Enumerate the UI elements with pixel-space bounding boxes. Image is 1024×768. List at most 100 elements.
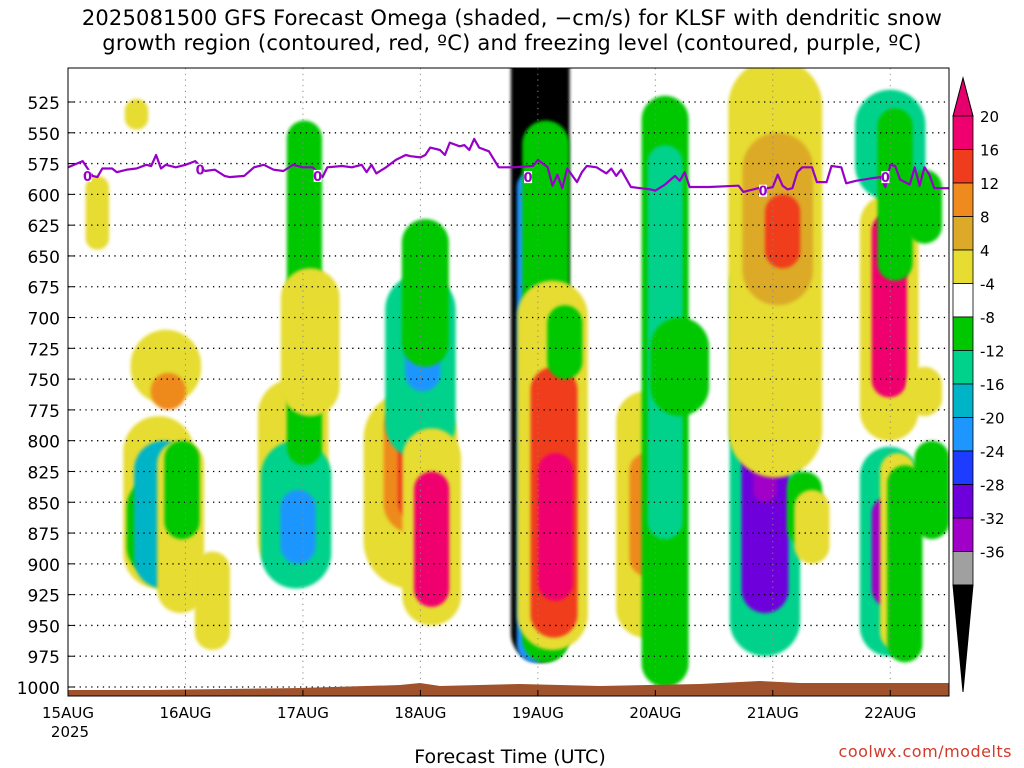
x-tick-label: 17AUG [277,704,329,722]
x-tick-label: 15AUG [42,704,94,722]
colorbar-swatch [952,417,974,452]
colorbar-swatch [952,551,974,586]
omega-cell [794,489,830,564]
colorbar-label: -12 [980,343,1005,361]
colorbar-label: -8 [980,309,995,327]
omega-cell [877,108,913,281]
colorbar-swatch [952,182,974,217]
omega-cell [85,175,110,250]
x-axis-label: Forecast Time (UTC) [414,746,605,768]
y-tick-label: 550 [28,125,60,145]
colorbar-swatch [952,249,974,284]
contour-label-gap [313,169,322,182]
omega-cell [280,268,340,417]
omega-cell [414,471,450,607]
y-axis-ticks: 525 550 575 600 625 650 675 700 725 750 775 800 825 8… [17,94,74,699]
y-tick-label: 600 [28,186,60,206]
freezing-level-label: 0 [83,170,92,185]
omega-cell [537,453,574,601]
x-tick-label: 16AUG [159,704,211,722]
colorbar-label: 8 [980,209,990,227]
freezing-level-label: 0 [196,164,205,179]
ground-surface [68,681,949,696]
y-tick-label: 725 [28,340,60,360]
colorbar-legend: 20 16 12 8 4 -4 -8 -12 -16 -20 -24 -28 -32 -36 [952,76,1005,693]
y-tick-label: 575 [28,156,60,176]
omega-cell [906,366,943,417]
colorbar-swatch [952,216,974,251]
y-tick-label: 975 [28,648,60,668]
grid-lines [68,68,949,696]
y-tick-label: 825 [28,463,60,483]
colorbar-label: 4 [980,242,990,260]
freezing-level-label: 0 [758,185,767,200]
chart-title-line-2: growth region (contoured, red, ºC) and f… [102,31,922,55]
x-tick-label: 22AUG [864,704,916,722]
omega-cell [887,465,923,663]
colorbar-top-arrow [952,76,974,117]
colorbar-swatch [952,283,974,318]
freezing-level-label: 0 [524,171,533,186]
freezing-level-label: 0 [881,171,890,186]
colorbar-label: -24 [980,443,1005,461]
colorbar-label: 16 [980,142,999,160]
colorbar-swatch [952,517,974,552]
y-tick-label: 850 [28,494,60,514]
y-tick-label: 1000 [17,679,60,699]
y-tick-label: 900 [28,556,60,576]
omega-cell [914,440,949,540]
omega-cell [164,440,200,540]
omega-cell [906,169,943,244]
y-tick-label: 675 [28,279,60,299]
contour-label-gap [881,171,890,184]
y-tick-label: 750 [28,371,60,391]
colorbar-label: -28 [980,477,1005,495]
y-tick-label: 800 [28,433,60,453]
freezing-level-line [68,137,949,193]
x-tick-label: 21AUG [747,704,799,722]
x-tick-label: 18AUG [394,704,446,722]
omega-cell [280,489,316,564]
y-tick-label: 875 [28,525,60,545]
contour-label-gap [196,163,205,176]
colorbar-swatch [952,316,974,351]
source-credit: coolwx.com/modelts [838,742,1012,761]
colorbar-label: -4 [980,276,995,294]
y-tick-label: 925 [28,587,60,607]
omega-cell [194,551,230,650]
omega-cell [547,305,583,380]
colorbar-label: -16 [980,376,1005,394]
colorbar-label: 20 [980,108,999,126]
colorbar-swatch [952,484,974,519]
x-tick-year-label: 2025 [51,723,89,741]
omega-cell [765,194,801,269]
y-tick-label: 525 [28,94,60,114]
colorbar-label: -32 [980,510,1005,528]
colorbar-swatch [952,350,974,385]
chart-title-line-1: 2025081500 GFS Forecast Omega (shaded, −… [81,6,943,30]
y-tick-label: 625 [28,217,60,237]
colorbar-bottom-arrow [952,584,974,693]
y-tick-label: 650 [28,248,60,268]
omega-cell [124,98,149,130]
x-tick-label: 20AUG [629,704,681,722]
omega-cell [650,317,710,416]
contour-label-gap [759,184,768,197]
colorbar-label: 12 [980,175,999,193]
omega-cell [401,219,449,367]
contour-label-gap [524,171,533,184]
colorbar-swatch [952,383,974,418]
freezing-level-label: 0 [313,170,322,185]
y-tick-label: 700 [28,310,60,330]
colorbar-label: -20 [980,410,1005,428]
plot-frame [67,67,950,697]
x-tick-label: 19AUG [512,704,564,722]
colorbar-swatch [952,115,974,150]
colorbar-swatch [952,450,974,485]
contour-label-gap [83,169,92,182]
y-tick-label: 950 [28,617,60,637]
colorbar-swatch [952,149,974,184]
ground-fill [68,681,949,696]
